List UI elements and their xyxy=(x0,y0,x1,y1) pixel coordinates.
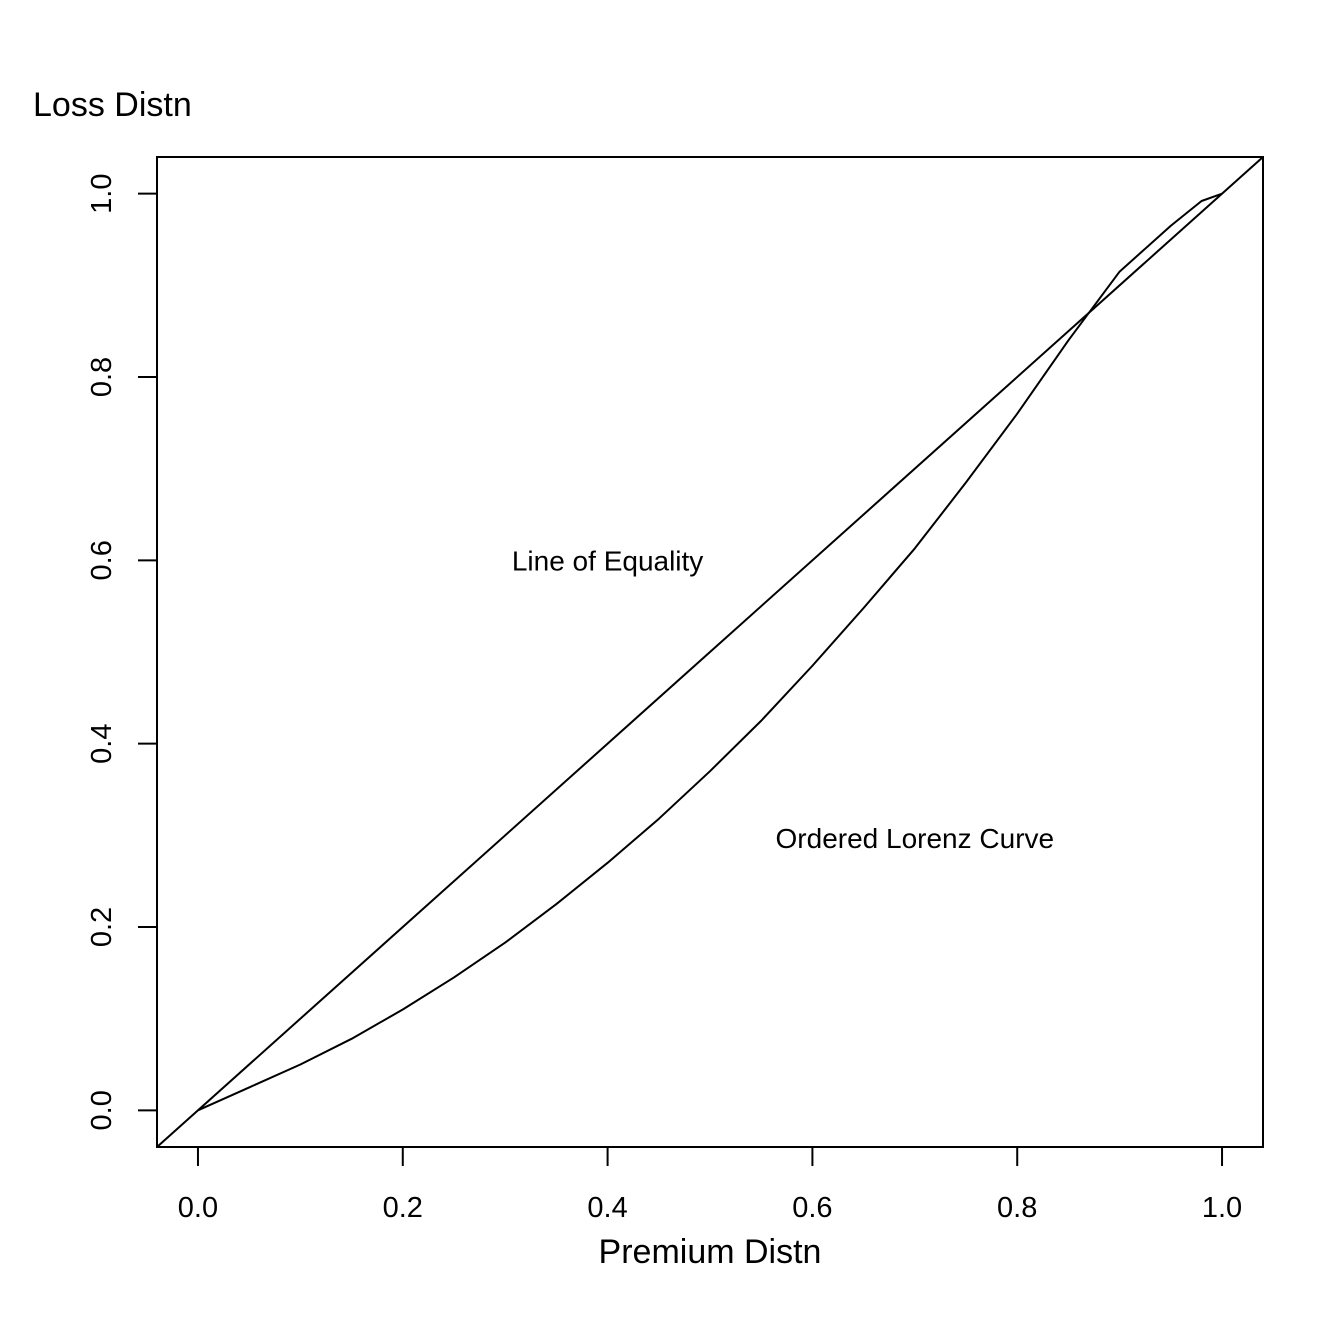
y-tick-label: 1.0 xyxy=(86,174,118,214)
annotation-label: Line of Equality xyxy=(512,545,703,576)
x-tick-label: 1.0 xyxy=(1202,1192,1242,1224)
y-tick-label: 0.0 xyxy=(86,1090,118,1130)
y-tick-label: 0.8 xyxy=(86,357,118,397)
line-of-equality xyxy=(156,156,1264,1148)
x-axis: 0.0 0.2 0.4 0.6 0.8 1.0 xyxy=(178,1146,1242,1224)
annotation-layer: Line of Equality Ordered Lorenz Curve xyxy=(512,545,1054,854)
y-axis-title: Loss Distn xyxy=(33,86,192,124)
x-axis-title: Premium Distn xyxy=(599,1233,822,1271)
x-tick-label: 0.4 xyxy=(587,1192,627,1224)
y-tick-label: 0.2 xyxy=(86,907,118,947)
x-tick-label: 0.2 xyxy=(383,1192,423,1224)
annotation-label: Ordered Lorenz Curve xyxy=(776,823,1055,854)
y-tick-label: 0.4 xyxy=(86,724,118,764)
x-tick-label: 0.8 xyxy=(997,1192,1037,1224)
x-tick-label: 0.6 xyxy=(792,1192,832,1224)
series-layer xyxy=(156,156,1264,1148)
y-axis: 0.0 0.2 0.4 0.6 0.8 1.0 xyxy=(86,174,158,1130)
x-tick-label: 0.0 xyxy=(178,1192,218,1224)
y-tick-label: 0.6 xyxy=(86,540,118,580)
ordered-lorenz-curve xyxy=(197,192,1223,1112)
